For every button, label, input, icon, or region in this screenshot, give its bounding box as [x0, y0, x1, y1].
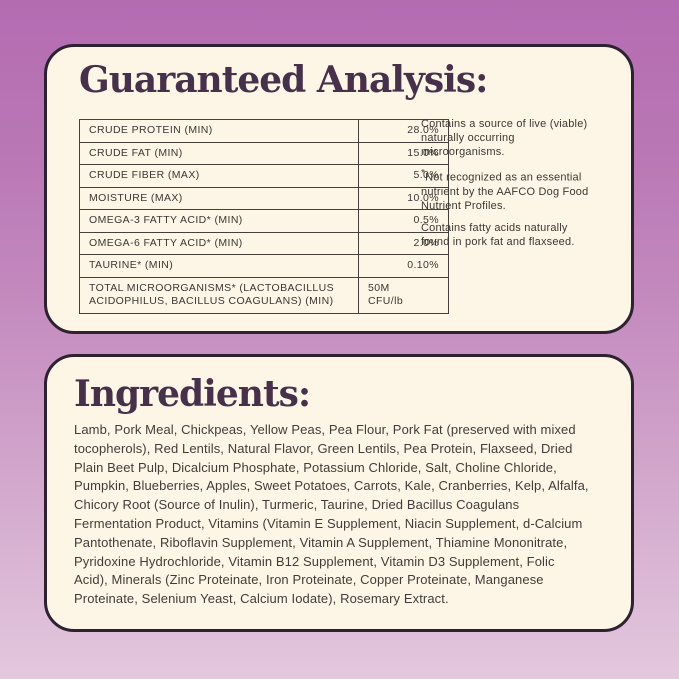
analysis-table: CRUDE PROTEIN (MIN) 28.0% CRUDE FAT (MIN) 1…	[79, 119, 449, 314]
analysis-notes: Contains a source of live (viable) natur…	[421, 117, 599, 257]
ingredients-title: Ingredients:	[74, 373, 311, 415]
analysis-note: Contains fatty acids naturally found in …	[421, 221, 575, 248]
ingredients-card: Ingredients: Lamb, Pork Meal, Chickpeas,…	[44, 354, 634, 632]
table-row: OMEGA-6 FATTY ACID* (MIN) 2.0%	[79, 231, 449, 255]
nutrient-label-cell: CRUDE PROTEIN (MIN)	[79, 119, 359, 143]
table-row: TAURINE* (MIN) 0.10%	[79, 254, 449, 278]
nutrient-label-cell: OMEGA-3 FATTY ACID* (MIN)	[79, 209, 359, 233]
table-row: CRUDE PROTEIN (MIN) 28.0%	[79, 119, 449, 143]
guaranteed-analysis-card: Guaranteed Analysis: CRUDE PROTEIN (MIN)…	[44, 44, 634, 334]
nutrient-value-cell: 15.0%	[358, 141, 449, 165]
nutrient-label-cell: TAURINE* (MIN)	[79, 254, 359, 278]
nutrient-label-cell: CRUDE FIBER (MAX)	[79, 164, 359, 188]
nutrient-value-cell: 0.5%	[358, 209, 449, 233]
table-row: MOISTURE (MAX) 10.0%	[79, 186, 449, 210]
analysis-table-body: CRUDE PROTEIN (MIN) 28.0% CRUDE FAT (MIN) 1…	[79, 119, 449, 314]
ingredients-text: Lamb, Pork Meal, Chickpeas, Yellow Peas,…	[74, 422, 589, 607]
nutrient-label-cell: MOISTURE (MAX)	[79, 186, 359, 210]
nutrient-label-cell: OMEGA-6 FATTY ACID* (MIN)	[79, 231, 359, 255]
nutrient-value-cell: 2.0%	[358, 231, 449, 255]
table-row: CRUDE FAT (MIN) 15.0%	[79, 141, 449, 165]
nutrient-value-cell: 5.0%	[358, 164, 449, 188]
nutrient-value-cell: 50M CFU/lb	[358, 276, 449, 314]
table-row: OMEGA-3 FATTY ACID* (MIN) 0.5%	[79, 209, 449, 233]
nutrient-label-cell: TOTAL MICROORGANISMS* (LACTOBACILLUS ACI…	[79, 276, 359, 314]
table-row: CRUDE FIBER (MAX) 5.0%	[79, 164, 449, 188]
nutrient-value-cell: 28.0%	[358, 119, 449, 143]
analysis-note: Contains a source of live (viable) natur…	[421, 118, 588, 158]
analysis-note: *Not recognized as an essential nutrient…	[421, 168, 589, 212]
table-row: TOTAL MICROORGANISMS* (LACTOBACILLUS ACI…	[79, 276, 449, 314]
guaranteed-analysis-title: Guaranteed Analysis:	[79, 59, 488, 101]
nutrient-label-cell: CRUDE FAT (MIN)	[79, 141, 359, 165]
nutrient-value-cell: 10.0%	[358, 186, 449, 210]
nutrient-value-cell: 0.10%	[358, 254, 449, 278]
